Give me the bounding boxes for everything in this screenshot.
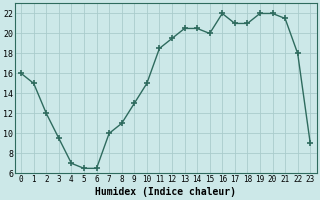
X-axis label: Humidex (Indice chaleur): Humidex (Indice chaleur)	[95, 186, 236, 197]
